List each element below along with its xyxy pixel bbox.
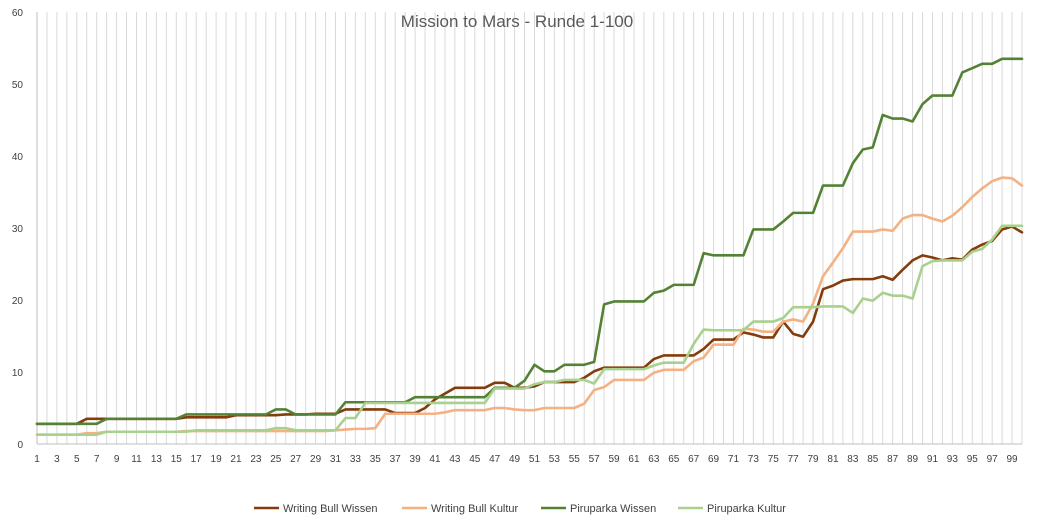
x-tick-label: 11 <box>131 454 142 465</box>
x-tick-label: 69 <box>708 454 720 465</box>
x-tick-label: 31 <box>330 454 342 465</box>
x-tick-label: 95 <box>967 454 979 465</box>
y-tick-label: 10 <box>12 368 24 379</box>
series-line-piruparka-wissen <box>35 57 1024 426</box>
x-tick-label: 7 <box>94 454 100 465</box>
legend-label-writing-bull-wissen: Writing Bull Wissen <box>283 503 378 515</box>
x-tick-label: 77 <box>788 454 800 465</box>
series-line-writing-bull-wissen <box>35 225 1024 426</box>
x-tick-label: 41 <box>429 454 441 465</box>
grid-lines <box>36 12 1023 444</box>
legend-label-piruparka-wissen: Piruparka Wissen <box>570 503 656 515</box>
x-tick-label: 67 <box>688 454 700 465</box>
y-tick-label: 50 <box>12 80 24 91</box>
x-tick-label: 91 <box>927 454 939 465</box>
x-tick-label: 19 <box>211 454 223 465</box>
x-tick-label: 13 <box>151 454 163 465</box>
x-tick-label: 79 <box>807 454 819 465</box>
x-tick-label: 83 <box>847 454 859 465</box>
series-line-writing-bull-kultur <box>35 176 1024 436</box>
axes <box>36 12 1022 445</box>
x-tick-label: 17 <box>191 454 203 465</box>
x-tick-label: 75 <box>768 454 780 465</box>
series-line-piruparka-kultur <box>35 224 1024 436</box>
x-tick-label: 63 <box>648 454 660 465</box>
x-tick-label: 99 <box>1006 454 1018 465</box>
x-tick-label: 33 <box>350 454 362 465</box>
x-tick-label: 65 <box>668 454 680 465</box>
x-tick-label: 53 <box>549 454 561 465</box>
legend: Writing Bull Wissen Writing Bull Kultur Pi… <box>254 503 786 515</box>
x-tick-label: 97 <box>987 454 999 465</box>
legend-label-writing-bull-kultur: Writing Bull Kultur <box>431 503 519 515</box>
x-tick-labels: 1 3 5 7 9 11 13 15 17 19 21 23 25 27 29 31 33 35 37 39 41 43 4… <box>34 454 1018 465</box>
x-tick-label: 61 <box>628 454 640 465</box>
x-tick-label: 93 <box>947 454 959 465</box>
x-tick-label: 3 <box>54 454 60 465</box>
x-tick-label: 89 <box>907 454 919 465</box>
chart-title: Mission to Mars - Runde 1-100 <box>401 12 633 31</box>
x-tick-label: 47 <box>489 454 501 465</box>
x-tick-label: 1 <box>34 454 40 465</box>
legend-label-piruparka-kultur: Piruparka Kultur <box>707 503 786 515</box>
x-tick-label: 37 <box>390 454 402 465</box>
x-tick-label: 59 <box>609 454 621 465</box>
y-tick-label: 20 <box>12 296 24 307</box>
x-tick-label: 49 <box>509 454 521 465</box>
x-tick-label: 29 <box>310 454 322 465</box>
series-lines <box>35 57 1024 436</box>
y-tick-labels: 0 10 20 30 40 50 60 <box>12 8 24 451</box>
x-tick-label: 45 <box>469 454 481 465</box>
x-tick-label: 9 <box>114 454 120 465</box>
x-tick-label: 73 <box>748 454 760 465</box>
x-tick-label: 39 <box>410 454 422 465</box>
x-tick-label: 51 <box>529 454 541 465</box>
x-tick-label: 15 <box>171 454 183 465</box>
x-tick-label: 55 <box>569 454 581 465</box>
x-tick-label: 81 <box>827 454 839 465</box>
y-tick-label: 0 <box>17 440 23 451</box>
x-tick-label: 35 <box>370 454 382 465</box>
x-tick-label: 25 <box>270 454 282 465</box>
x-tick-label: 23 <box>250 454 262 465</box>
x-tick-label: 87 <box>887 454 899 465</box>
x-tick-label: 27 <box>290 454 302 465</box>
x-tick-label: 85 <box>867 454 879 465</box>
x-tick-label: 5 <box>74 454 80 465</box>
x-tick-label: 71 <box>728 454 740 465</box>
y-tick-label: 40 <box>12 152 24 163</box>
y-tick-label: 60 <box>12 8 24 19</box>
x-tick-label: 43 <box>449 454 461 465</box>
x-tick-label: 21 <box>230 454 242 465</box>
x-tick-label: 57 <box>589 454 601 465</box>
y-tick-label: 30 <box>12 224 24 235</box>
